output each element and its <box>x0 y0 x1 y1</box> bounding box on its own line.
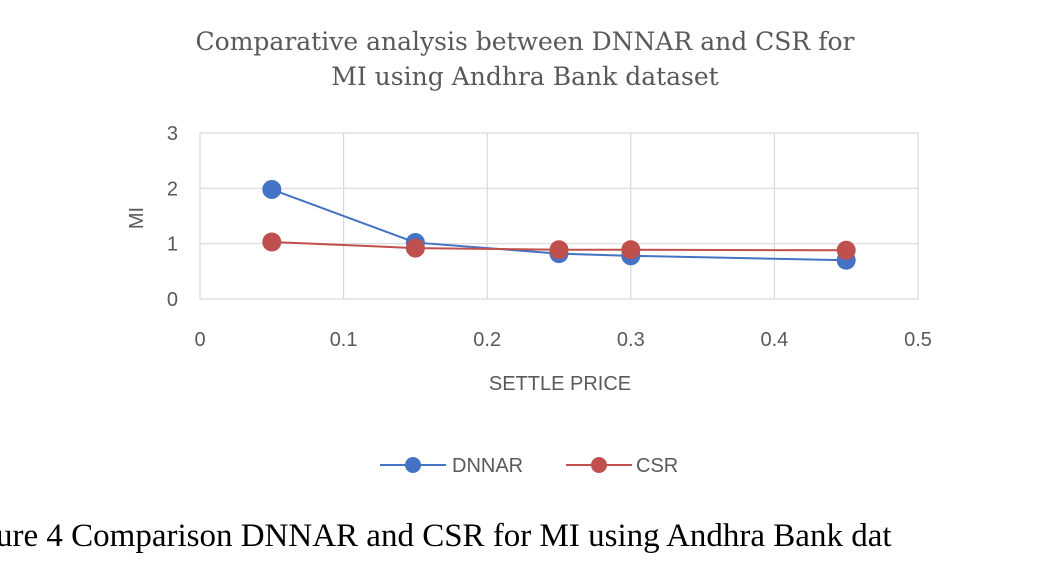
legend-marker-csr <box>591 457 607 473</box>
figure-caption: ure 4 Comparison DNNAR and CSR for MI us… <box>0 518 892 554</box>
legend-marker-dnnar <box>405 457 421 473</box>
y-tick-label: 1 <box>167 234 178 256</box>
chart-title-line-1: Comparative analysis between DNNAR and C… <box>196 27 855 56</box>
chart-title: Comparative analysis between DNNAR and C… <box>196 27 855 91</box>
y-tick-label: 3 <box>167 123 178 145</box>
series-plot-area <box>262 179 856 270</box>
x-tick-label: 0.2 <box>473 329 501 351</box>
x-axis-label: SETTLE PRICE <box>489 373 631 395</box>
legend-label-dnnar: DNNAR <box>452 455 523 477</box>
x-tick-label: 0.3 <box>617 329 645 351</box>
gridlines <box>199 132 919 300</box>
x-tick-label: 0.4 <box>760 329 788 351</box>
data-point-csr <box>621 240 641 260</box>
data-point-dnnar <box>262 179 282 199</box>
x-tick-label: 0 <box>194 329 205 351</box>
data-point-csr <box>262 232 282 252</box>
legend-item-csr: CSR <box>566 455 678 477</box>
legend: DNNAR CSR <box>380 455 678 477</box>
data-point-csr <box>836 240 856 260</box>
x-tick-label: 0.5 <box>904 329 932 351</box>
data-point-csr <box>405 238 425 258</box>
y-axis-label: MI <box>126 207 148 229</box>
tick-labels: 0 1 2 3 0 0.1 0.2 0.3 0.4 0.5 <box>167 123 932 351</box>
series-csr <box>262 232 856 260</box>
legend-label-csr: CSR <box>636 455 678 477</box>
y-tick-label: 2 <box>167 178 178 200</box>
legend-item-dnnar: DNNAR <box>380 455 523 477</box>
chart-title-line-2: MI using Andhra Bank dataset <box>331 62 718 91</box>
y-tick-label: 0 <box>167 289 178 311</box>
data-point-csr <box>549 240 569 260</box>
x-tick-label: 0.1 <box>330 329 358 351</box>
